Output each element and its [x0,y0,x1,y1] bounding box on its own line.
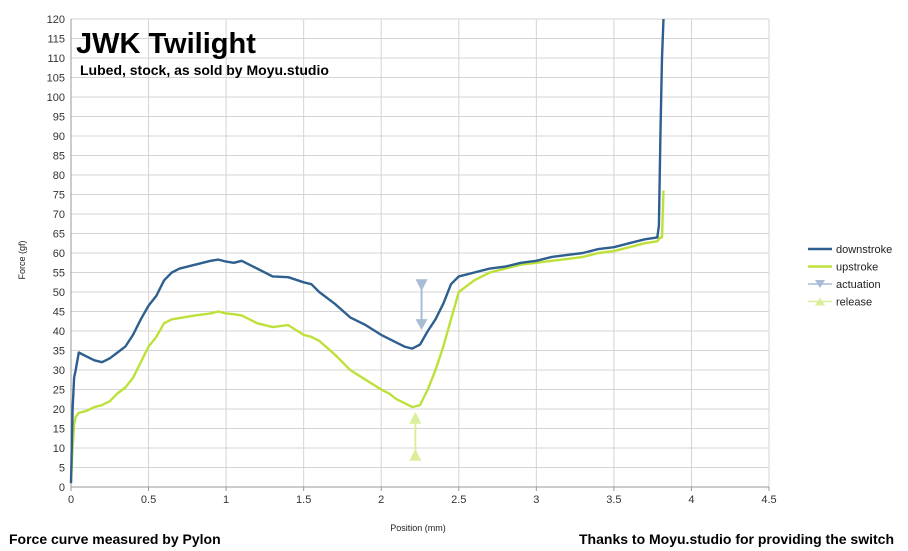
legend-marker-down [815,280,825,288]
release-marker-bottom [409,448,422,461]
x-tick-label: 1 [223,494,229,506]
legend-item-downstroke: downstroke [808,244,892,256]
series-line-downstroke [69,18,665,484]
x-tick-label: 3 [533,494,539,506]
legend-label: actuation [836,279,881,291]
y-tick-label: 30 [53,365,65,377]
x-tick-label: 4 [688,494,694,506]
y-tick-label: 60 [53,248,65,260]
chart-title: JWK Twilight [76,28,256,60]
y-tick-label: 95 [53,112,65,124]
y-tick-label: 120 [47,14,65,26]
y-tick-label: 15 [53,424,65,436]
y-tick-label: 80 [53,170,65,182]
x-axis-label: Position (mm) [390,523,446,533]
y-tick-label: 10 [53,443,65,455]
y-tick-label: 105 [47,73,65,85]
y-tick-label: 100 [47,92,65,104]
markers [409,279,428,461]
actuation-marker-top [415,279,428,292]
x-tick-label: 3.5 [606,494,621,506]
legend-item-upstroke: upstroke [808,262,878,274]
y-tick-label: 55 [53,268,65,280]
legend-label: downstroke [836,244,892,256]
chart-subtitle: Lubed, stock, as sold by Moyu.studio [80,62,329,78]
series-lines [69,18,665,484]
y-tick-label: 90 [53,131,65,143]
y-tick-label: 65 [53,229,65,241]
axes [70,19,770,491]
x-tick-label: 2.5 [451,494,466,506]
y-tick-labels: 0 5 10 15 20 25 30 35 40 45 50 55 60 65 70 75 80 85 90 95 10… [47,14,65,494]
release-marker-top [409,411,422,424]
x-tick-labels: 0 0.5 1 1.5 2 2.5 3 3.5 4 4.5 [68,494,777,506]
x-tick-label: 4.5 [761,494,776,506]
y-tick-label: 45 [53,307,65,319]
y-tick-label: 70 [53,209,65,221]
x-tick-label: 2 [378,494,384,506]
legend-label: upstroke [836,262,878,274]
y-tick-label: 20 [53,404,65,416]
y-axis-label: Force (gf) [17,240,27,279]
y-tick-label: 50 [53,287,65,299]
legend-item-actuation: actuation [808,279,881,291]
legend-label: release [836,297,872,309]
footer-credit-left: Force curve measured by Pylon [9,531,221,547]
y-tick-label: 115 [47,34,65,46]
y-tick-label: 110 [47,53,65,65]
x-tick-label: 1.5 [296,494,311,506]
actuation-marker-bottom [415,319,428,331]
footer-credit-right: Thanks to Moyu.studio for providing the … [579,531,894,547]
grid [70,18,770,488]
x-tick-label: 0.5 [141,494,156,506]
y-tick-label: 25 [53,385,65,397]
y-tick-label: 0 [59,482,65,494]
y-tick-label: 85 [53,151,65,163]
y-tick-label: 40 [53,326,65,338]
series-line-upstroke [69,190,665,484]
legend: downstroke upstroke actuation release [808,244,892,309]
legend-marker-up [815,297,825,306]
x-tick-label: 0 [68,494,74,506]
y-tick-label: 75 [53,190,65,202]
y-tick-label: 35 [53,346,65,358]
y-tick-label: 5 [59,463,65,475]
legend-item-release: release [808,297,872,309]
